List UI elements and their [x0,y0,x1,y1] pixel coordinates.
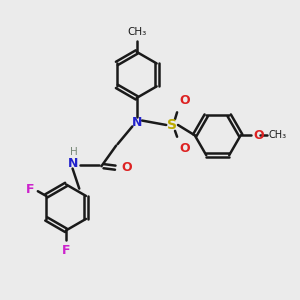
Text: F: F [26,183,34,196]
Text: N: N [68,157,79,170]
Text: N: N [132,116,142,128]
Text: O: O [180,94,190,107]
Text: O: O [180,142,190,155]
Text: CH₃: CH₃ [269,130,287,140]
Text: CH₃: CH₃ [127,27,146,37]
Text: S: S [167,118,177,132]
Text: H: H [70,147,77,157]
Text: O: O [121,161,132,174]
Text: F: F [62,244,70,257]
Text: O: O [253,129,264,142]
